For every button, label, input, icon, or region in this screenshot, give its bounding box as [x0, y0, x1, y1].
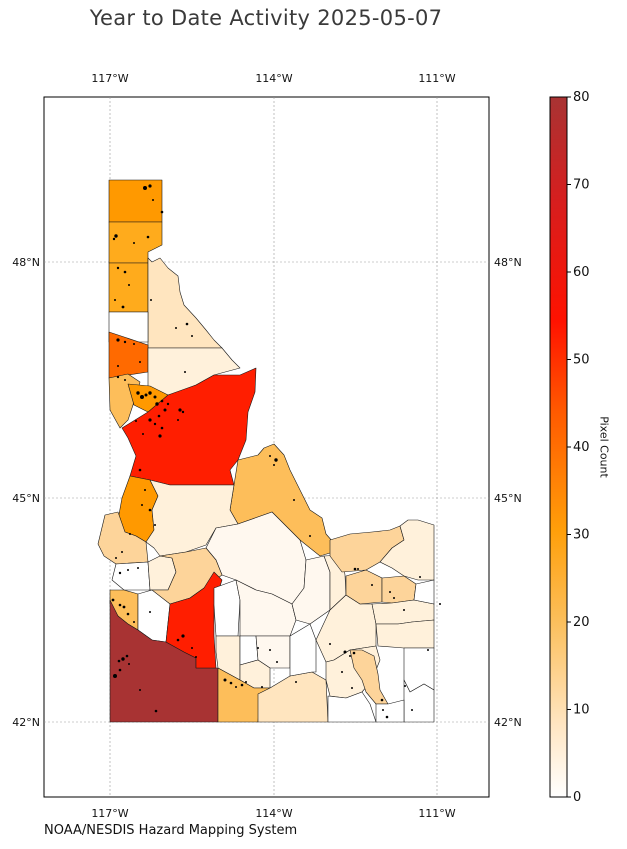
county-caribou — [375, 619, 435, 649]
colorbar-tick-label: 20 — [573, 615, 590, 630]
county-polygons — [97, 179, 435, 723]
lon-label-117w-top: 117°W — [91, 72, 128, 85]
colorbar-tick-label: 80 — [573, 90, 590, 105]
county-minidoka — [255, 635, 291, 669]
county-fremont — [379, 519, 435, 581]
colorbar-tick-label: 70 — [573, 178, 590, 193]
county-washington — [97, 511, 149, 565]
county-elmore — [165, 571, 223, 669]
county-cassia — [257, 671, 329, 723]
county-camas — [213, 579, 241, 637]
county-kootenai — [108, 262, 149, 313]
lat-label-42n-right: 42°N — [494, 716, 522, 729]
fire-detections — [111, 184, 441, 719]
county-bear-lake — [403, 647, 435, 693]
colorbar-tick-label: 60 — [573, 265, 590, 280]
colorbar-ticks: 0 10 20 30 40 50 60 70 80 — [567, 90, 590, 805]
colorbar-tick-label: 30 — [573, 528, 590, 543]
county-boundary — [108, 179, 163, 223]
map-title: Year to Date Activity 2025-05-07 — [89, 6, 443, 30]
colorbar-label: Pixel Count — [597, 416, 611, 478]
county-wedge-east — [413, 579, 435, 605]
colorbar-tick-label: 0 — [573, 790, 581, 805]
colorbar-tick-label: 40 — [573, 440, 590, 455]
lon-label-117w-bottom: 117°W — [91, 807, 128, 820]
county-power — [289, 623, 317, 677]
colorbar — [549, 96, 568, 798]
lon-label-114w-top: 114°W — [255, 72, 292, 85]
lat-label-45n-right: 45°N — [494, 492, 522, 505]
lon-label-111w-top: 111°W — [418, 72, 455, 85]
county-mid-se — [375, 699, 405, 723]
colorbar-tick-label: 50 — [573, 353, 590, 368]
lat-label-48n-right: 48°N — [494, 256, 522, 269]
footer-credit: NOAA/NESDIS Hazard Mapping System — [44, 823, 298, 838]
lon-label-111w-bottom: 111°W — [418, 807, 455, 820]
lon-label-114w-bottom: 114°W — [255, 807, 292, 820]
county-oneida — [327, 691, 377, 723]
colorbar-tick-label: 10 — [573, 703, 590, 718]
county-payette — [111, 561, 151, 591]
county-bonneville — [371, 599, 435, 625]
lat-label-48n-left: 48°N — [12, 256, 40, 269]
lat-label-42n-left: 42°N — [12, 716, 40, 729]
lat-label-45n-left: 45°N — [12, 492, 40, 505]
